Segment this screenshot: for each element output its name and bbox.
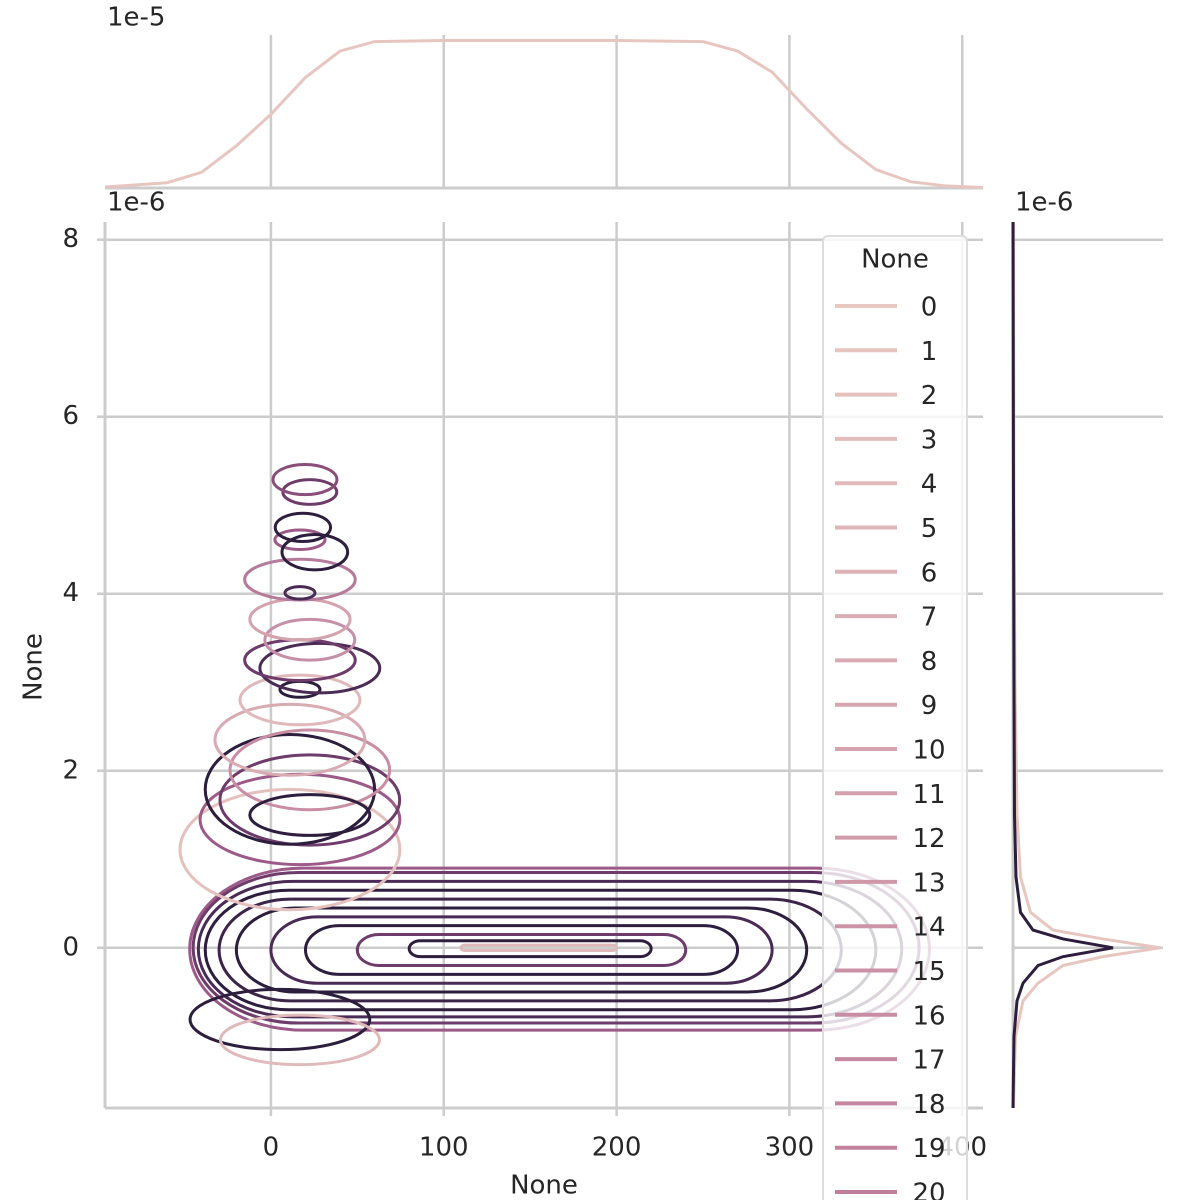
legend-box — [822, 235, 968, 1200]
legend-label: 7 — [921, 603, 938, 633]
legend-label: 18 — [912, 1090, 945, 1120]
density-contour — [269, 915, 774, 985]
x-tick-label: 200 — [592, 1133, 642, 1163]
density-contour — [355, 933, 688, 967]
marginal-x-density — [104, 39, 984, 189]
legend-label: 9 — [921, 691, 938, 721]
legend-label: 11 — [912, 780, 945, 810]
x-tick-label: 100 — [419, 1133, 469, 1163]
density-contour — [238, 673, 362, 727]
contours — [178, 463, 931, 1067]
density-contour — [213, 702, 367, 777]
density-contour — [248, 793, 372, 837]
x-axis-label: None — [510, 1171, 578, 1200]
legend-label: 17 — [912, 1046, 945, 1076]
legend-label: 3 — [921, 425, 938, 455]
density-contour — [271, 463, 339, 497]
density-contour — [459, 943, 619, 952]
legend-label: 20 — [912, 1179, 945, 1200]
legend-label: 6 — [921, 558, 938, 588]
legend-label: 16 — [912, 1001, 945, 1031]
density-contour — [234, 906, 809, 994]
marginal-y-density — [1012, 221, 1161, 1109]
legend-label: 5 — [921, 514, 938, 544]
density-contour — [283, 585, 317, 601]
density-contour — [303, 924, 740, 976]
x-tick-label: 300 — [765, 1133, 815, 1163]
legend-label: 12 — [912, 824, 945, 854]
legend-label: 1 — [921, 337, 938, 367]
x-tick-label: 0 — [263, 1133, 280, 1163]
y-tick-label: 6 — [62, 401, 79, 431]
y-offset: 1e-6 — [107, 188, 165, 218]
density-contour — [218, 753, 402, 847]
marginal-y-density — [1011, 221, 1114, 1109]
legend-label: 8 — [921, 647, 938, 677]
legend-label: 2 — [921, 381, 938, 411]
y-tick-label: 0 — [62, 932, 79, 962]
y-tick-label: 2 — [62, 755, 79, 785]
marginal-y-offset: 1e-6 — [1015, 188, 1073, 218]
legend-label: 14 — [912, 913, 945, 943]
legend-label: 19 — [912, 1134, 945, 1164]
density-contour — [188, 987, 372, 1052]
legend-label: 0 — [921, 293, 938, 323]
density-contour — [178, 787, 402, 912]
density-contour — [228, 728, 392, 812]
density-contour — [258, 641, 382, 695]
density-contour — [273, 511, 333, 544]
density-contour — [263, 617, 357, 662]
marginal-x-offset: 1e-5 — [107, 3, 165, 33]
legend-label: 13 — [912, 868, 945, 898]
legend-label: 4 — [921, 470, 938, 500]
density-contour — [203, 732, 377, 846]
y-axis-label: None — [19, 633, 49, 701]
density-contour — [218, 1013, 381, 1067]
density-contour — [407, 939, 653, 959]
density-contour — [273, 528, 327, 551]
y-tick-label: 8 — [62, 224, 79, 254]
legend-label: 15 — [912, 957, 945, 987]
density-contour — [280, 532, 350, 572]
legend-title: None — [861, 245, 929, 275]
legend-label: 10 — [912, 736, 945, 766]
y-tick-label: 4 — [62, 578, 79, 608]
